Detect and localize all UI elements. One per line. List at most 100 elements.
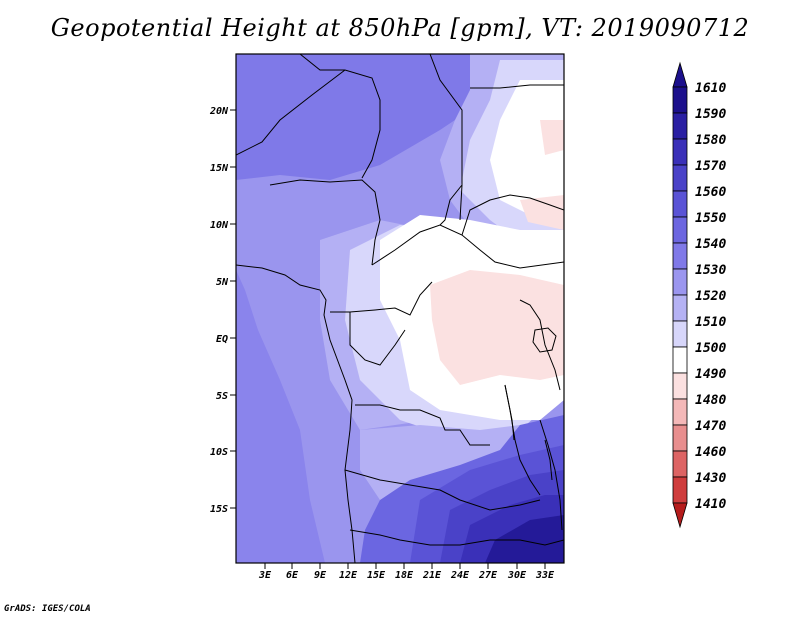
geopotential-field [236, 54, 564, 563]
border-center-3 [355, 404, 490, 446]
lon-label-27e: 27E [478, 570, 498, 581]
lon-tick-12e: 12E [339, 563, 358, 581]
colorbar-segment [672, 86, 688, 114]
colorbar-segment [672, 190, 688, 218]
colorbar-label: 1460 [695, 445, 726, 460]
colorbar-label: 1560 [695, 185, 726, 200]
lon-label-30e: 30E [507, 570, 527, 581]
lat-label-5s: 5S [216, 391, 228, 402]
lat-label-20n: 20N [209, 106, 229, 117]
colorbar-segment [672, 450, 688, 478]
colorbar-segment [672, 268, 688, 296]
lat-label-10n: 10N [210, 220, 229, 231]
colorbar-label: 1550 [695, 211, 726, 226]
colorbar-segment [672, 112, 688, 140]
field-1500-central [430, 270, 564, 385]
border-mid-4 [470, 84, 564, 89]
field-1560-west-coast [236, 270, 325, 563]
colorbar-segment [672, 138, 688, 166]
lon-tick-18e: 18E [395, 563, 414, 581]
colorbar-label: 1500 [695, 341, 726, 356]
lon-tick-24e: 24E [450, 563, 470, 581]
field-1510-north [490, 80, 564, 230]
coastline [236, 264, 356, 563]
colorbar-label: 1410 [695, 497, 726, 512]
border-north-2 [429, 54, 463, 221]
field-1530-sc [360, 425, 520, 500]
colorbar-label: 1580 [695, 133, 726, 148]
grads-credit: GrADS: IGES/COLA [4, 604, 91, 614]
colorbar-label: 1570 [695, 159, 726, 174]
colorbar-segment [672, 424, 688, 452]
border-north-1 [299, 54, 381, 179]
colorbar-top-arrow [672, 61, 688, 88]
colorbar-segment [672, 294, 688, 322]
border-ne-1 [461, 194, 564, 236]
border-mid-3 [439, 184, 463, 226]
map-title: Geopotential Height at 850hPa [gpm], VT:… [50, 14, 750, 42]
lon-tick-3e: 3E [258, 563, 272, 581]
colorbar-segment [672, 476, 688, 504]
lat-tick-20n: 20N [209, 106, 236, 117]
colorbar-label: 1520 [695, 289, 726, 304]
field-1500-north [540, 120, 564, 155]
lon-label-12e: 12E [339, 570, 358, 581]
lake-malawi [544, 439, 553, 481]
lat-label-10s: 10S [210, 447, 228, 458]
border-east-2 [539, 419, 563, 531]
colorbar-label: 1470 [695, 419, 726, 434]
lon-tick-30e: 30E [507, 563, 527, 581]
colorbar-segment [672, 320, 688, 348]
border-center-2 [349, 312, 406, 366]
field-1560-north [236, 54, 470, 180]
colorbar-segment [672, 164, 688, 192]
lat-tick-10s: 10S [210, 447, 236, 458]
colorbar-label: 1480 [695, 393, 726, 408]
lat-tick-5s: 5S [216, 391, 236, 402]
field-1610-south [485, 515, 564, 563]
border-north-3 [236, 69, 346, 156]
lon-tick-15e: 15E [367, 563, 386, 581]
colorbar-label: 1490 [695, 367, 726, 382]
lat-tick-5n: 5N [216, 277, 236, 288]
colorbar-label: 1430 [695, 471, 726, 486]
colorbar-label: 1590 [695, 107, 726, 122]
lat-tick-15n: 15N [210, 163, 236, 174]
lon-label-33e: 33E [535, 570, 555, 581]
lake-victoria [532, 327, 557, 353]
lake-tanganyika [504, 384, 515, 441]
lat-tick-10n: 10N [210, 220, 236, 231]
lat-label-eq: EQ [216, 334, 228, 345]
colorbar: 1610 1590 1580 1570 1560 1550 1540 1530 1520 1510… [672, 61, 726, 529]
border-south-1 [344, 469, 541, 511]
colorbar-segment [672, 372, 688, 400]
lon-label-3e: 3E [258, 570, 272, 581]
lat-tick-eq: EQ [216, 334, 236, 345]
lon-tick-27e: 27E [478, 563, 498, 581]
field-1500-mid [520, 195, 564, 230]
country-borders [236, 54, 564, 563]
lon-label-9e: 9E [314, 570, 327, 581]
lon-tick-33e: 33E [535, 563, 555, 581]
lat-axis: 20N 15N 10N 5N EQ 5S 10S 15S [209, 106, 236, 515]
colorbar-label: 1510 [695, 315, 726, 330]
lon-label-18e: 18E [395, 570, 414, 581]
colorbar-label: 1610 [695, 81, 726, 96]
lat-label-15n: 15N [210, 163, 229, 174]
lon-tick-9e: 9E [314, 563, 327, 581]
colorbar-segment [672, 216, 688, 244]
map-frame [235, 53, 565, 564]
colorbar-segment [672, 398, 688, 426]
lat-tick-15s: 15S [210, 504, 236, 515]
colorbar-segment [672, 242, 688, 270]
lon-label-15e: 15E [367, 570, 386, 581]
lon-label-21e: 21E [422, 570, 442, 581]
colorbar-label: 1540 [695, 237, 726, 252]
lat-label-15s: 15S [210, 504, 228, 515]
colorbar-bottom-arrow [672, 502, 688, 529]
border-south-2 [349, 529, 564, 546]
border-mid-1 [269, 179, 381, 266]
lon-tick-6e: 6E [286, 563, 299, 581]
border-center-4 [519, 299, 561, 391]
